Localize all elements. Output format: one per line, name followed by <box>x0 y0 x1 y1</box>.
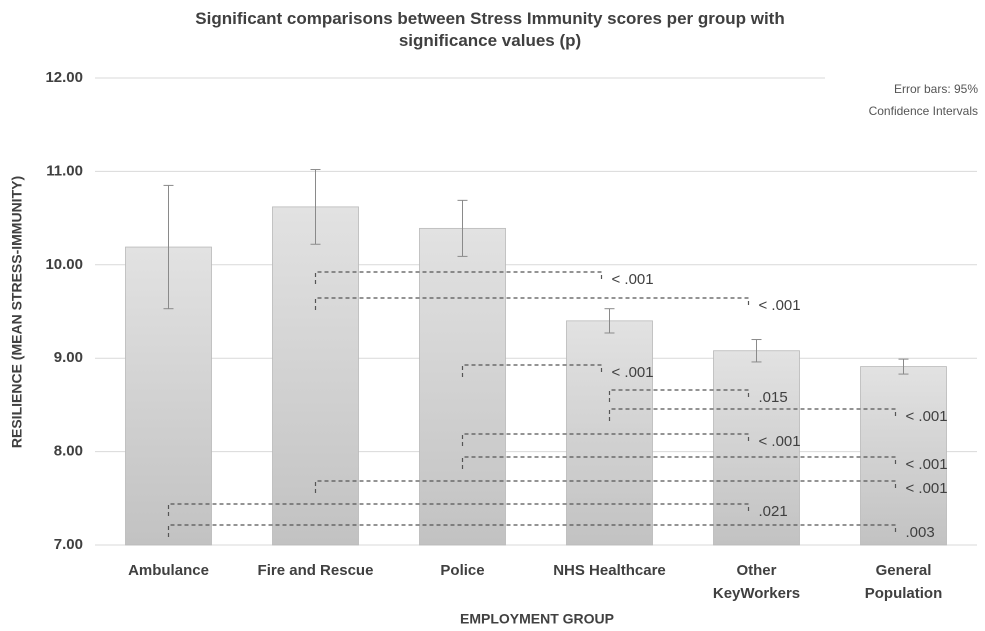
y-tick-label: 7.00 <box>54 536 83 553</box>
error-bar <box>163 184 174 310</box>
significance-bracket <box>608 389 750 402</box>
p-value-label: .015 <box>759 389 788 406</box>
significance-bracket <box>314 480 897 493</box>
error-bar <box>310 169 321 245</box>
y-tick-label: 12.00 <box>45 69 83 86</box>
error-bar <box>751 339 762 363</box>
significance-bracket <box>167 503 750 516</box>
bar <box>860 366 947 546</box>
error-bar <box>604 308 615 334</box>
x-tick-label: Police <box>440 562 484 579</box>
bar <box>272 206 359 546</box>
significance-bracket <box>461 364 603 377</box>
significance-bracket <box>608 408 897 421</box>
note: Error bars: 95% Confidence Intervals <box>869 82 979 118</box>
chart-title: Significant comparisons between Stress I… <box>195 9 784 50</box>
x-tick-label: NHS Healthcare <box>553 562 666 579</box>
p-value-label: < .001 <box>759 297 801 314</box>
p-value-label: < .001 <box>612 364 654 381</box>
significance-bracket <box>167 524 897 537</box>
x-tick-label: Fire and Rescue <box>258 562 374 579</box>
significance-bracket <box>314 297 750 310</box>
bar <box>566 320 653 546</box>
p-value-label: < .001 <box>759 433 801 450</box>
significance-bracket <box>461 456 897 469</box>
bar <box>419 227 506 546</box>
error-bar <box>457 199 468 257</box>
x-tick-label: General Population <box>865 562 943 602</box>
p-value-label: < .001 <box>906 480 948 497</box>
y-tick-label: 9.00 <box>54 349 83 366</box>
significance-bracket <box>314 271 603 284</box>
y-axis-title: RESILIENCE (MEAN STRESS-IMMUNITY) <box>9 176 25 448</box>
y-tick-label: 8.00 <box>54 443 83 460</box>
p-value-label: .021 <box>759 503 788 520</box>
x-tick-label: Ambulance <box>128 562 209 579</box>
p-value-label: < .001 <box>906 408 948 425</box>
significance-bracket <box>461 433 750 446</box>
p-value-label: < .001 <box>906 456 948 473</box>
error-bar <box>898 358 909 375</box>
p-value-label: .003 <box>906 524 935 541</box>
x-axis-title: EMPLOYMENT GROUP <box>460 611 614 627</box>
p-value-label: < .001 <box>612 271 654 288</box>
y-tick-label: 10.00 <box>45 256 83 273</box>
y-tick-label: 11.00 <box>46 162 83 179</box>
x-tick-label: Other KeyWorkers <box>713 562 800 602</box>
